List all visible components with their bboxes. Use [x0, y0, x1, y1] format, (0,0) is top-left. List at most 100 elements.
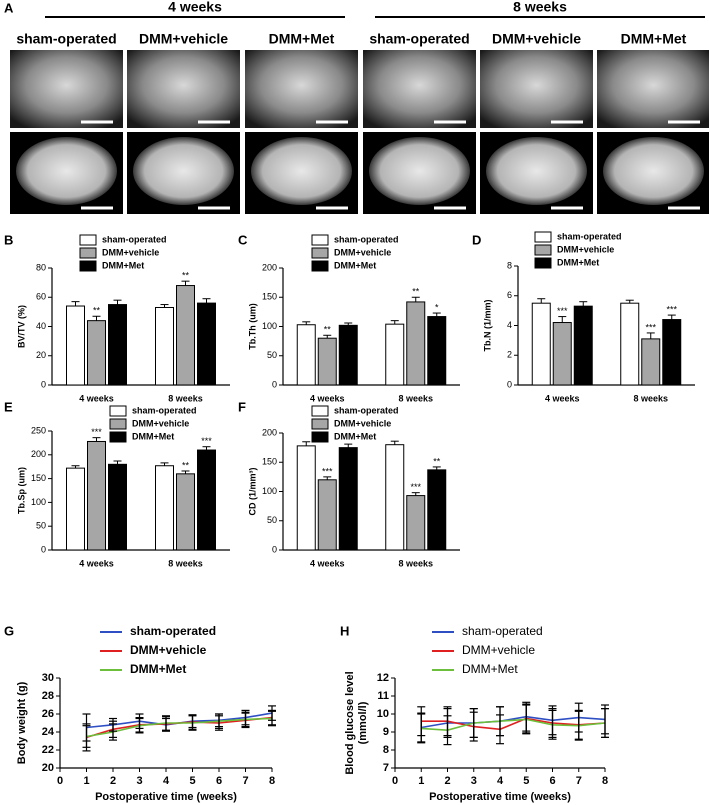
bar	[66, 305, 85, 386]
legend-swatch	[79, 247, 97, 259]
bar	[317, 337, 337, 386]
legend-label: sham-operated	[132, 405, 197, 415]
bar	[197, 302, 216, 386]
significance-label: **	[433, 456, 441, 466]
legend-swatch	[311, 418, 329, 430]
x-tick-label: 8 weeks	[168, 558, 203, 568]
bar	[531, 302, 551, 386]
x-tick-label: 1	[418, 775, 424, 787]
panel-label: G	[4, 623, 14, 638]
micro-ct-3d-shape	[486, 137, 587, 205]
micro-ct-image	[363, 50, 476, 128]
panel-label: C	[238, 232, 248, 247]
group-title: 4 weeks	[168, 0, 222, 15]
x-tick-label: 4 weeks	[310, 558, 345, 568]
bar	[296, 445, 316, 551]
x-tick-label: 0	[57, 775, 63, 787]
y-tick-label: 12	[377, 672, 389, 684]
legend-swatch	[109, 405, 127, 417]
y-axis-label: Blood glucose level	[344, 671, 356, 774]
legend-label: sham-operated	[130, 624, 216, 638]
x-axis-label: Postoperative time (weeks)	[95, 791, 237, 803]
y-tick-label: 11	[377, 690, 389, 702]
legend-swatch	[534, 244, 552, 256]
legend-label: DMM+Met	[132, 431, 174, 441]
legend-label: sham-operated	[557, 231, 622, 241]
x-tick-label: 5	[189, 775, 195, 787]
significance-label: ***	[645, 322, 656, 332]
significance-label: **	[412, 287, 420, 297]
y-tick-label: 24	[42, 726, 55, 738]
x-tick-label: 2	[444, 775, 450, 787]
legend-swatch	[311, 431, 329, 443]
legend-label: DMM+vehicle	[557, 244, 614, 254]
y-tick-label: 150	[262, 292, 277, 302]
bar	[155, 465, 174, 551]
x-tick-label: 4	[497, 775, 504, 787]
micro-ct-image	[597, 50, 709, 128]
y-axis-label: Tb.Sp (um)	[16, 467, 26, 514]
y-tick-label: 80	[36, 262, 46, 272]
y-tick-label: 100	[262, 486, 277, 496]
bar	[108, 463, 127, 551]
y-tick-label: 0	[507, 379, 512, 389]
panel-label: B	[4, 232, 13, 247]
significance-label: **	[182, 460, 190, 470]
y-tick-label: 0	[41, 544, 46, 554]
y-axis-label: Tb.N (1/mm)	[482, 299, 492, 351]
y-axis-label: (mmol/l)	[357, 701, 369, 744]
bar	[87, 320, 106, 386]
y-tick-label: 4	[507, 320, 512, 330]
y-tick-label: 200	[262, 262, 277, 272]
y-tick-label: 7	[383, 762, 389, 774]
column-label: DMM+vehicle	[139, 31, 228, 47]
legend-swatch	[311, 247, 329, 259]
x-axis-label: Postoperative time (weeks)	[429, 791, 571, 803]
legend-label: DMM+vehicle	[334, 247, 391, 257]
x-tick-label: 7	[242, 775, 248, 787]
legend-swatch	[534, 231, 552, 243]
legend-label: DMM+Met	[334, 431, 376, 441]
y-tick-label: 150	[31, 473, 46, 483]
y-tick-label: 0	[41, 379, 46, 389]
bar	[176, 285, 195, 386]
column-label: DMM+Met	[621, 31, 687, 47]
legend-label: sham-operated	[334, 405, 399, 415]
bar	[197, 449, 216, 551]
x-tick-label: 8	[269, 775, 275, 787]
y-tick-label: 22	[42, 744, 54, 756]
legend-label: DMM+Met	[334, 260, 376, 270]
x-tick-label: 8	[602, 775, 608, 787]
legend-swatch	[311, 234, 329, 246]
y-tick-label: 30	[42, 672, 54, 684]
column-label: DMM+Met	[269, 31, 335, 47]
x-tick-label: 7	[576, 775, 582, 787]
legend-label: DMM+vehicle	[462, 643, 535, 657]
series-line	[421, 715, 606, 729]
micro-ct-3d-shape	[16, 137, 117, 205]
legend-swatch	[79, 260, 97, 272]
legend-label: DMM+Met	[130, 662, 186, 676]
panel-label: E	[4, 399, 13, 414]
x-tick-label: 4	[163, 775, 170, 787]
column-label: sham-operated	[16, 31, 116, 47]
significance-label: **	[182, 271, 190, 281]
y-tick-label: 9	[383, 726, 389, 738]
micro-ct-image	[245, 50, 358, 128]
legend-label: DMM+vehicle	[102, 247, 159, 257]
y-tick-label: 0	[272, 379, 277, 389]
micro-ct-3d-shape	[603, 137, 704, 205]
x-tick-label: 3	[471, 775, 477, 787]
x-tick-label: 8 weeks	[398, 393, 433, 403]
bar	[338, 447, 358, 551]
significance-label: ***	[322, 466, 333, 476]
y-axis-label: Body weight (g)	[16, 681, 28, 764]
y-tick-label: 20	[36, 350, 46, 360]
bar	[87, 440, 106, 551]
significance-label: ***	[410, 482, 421, 492]
y-tick-label: 28	[42, 690, 54, 702]
x-tick-label: 2	[110, 775, 116, 787]
y-tick-label: 26	[42, 708, 54, 720]
bar	[66, 467, 85, 551]
